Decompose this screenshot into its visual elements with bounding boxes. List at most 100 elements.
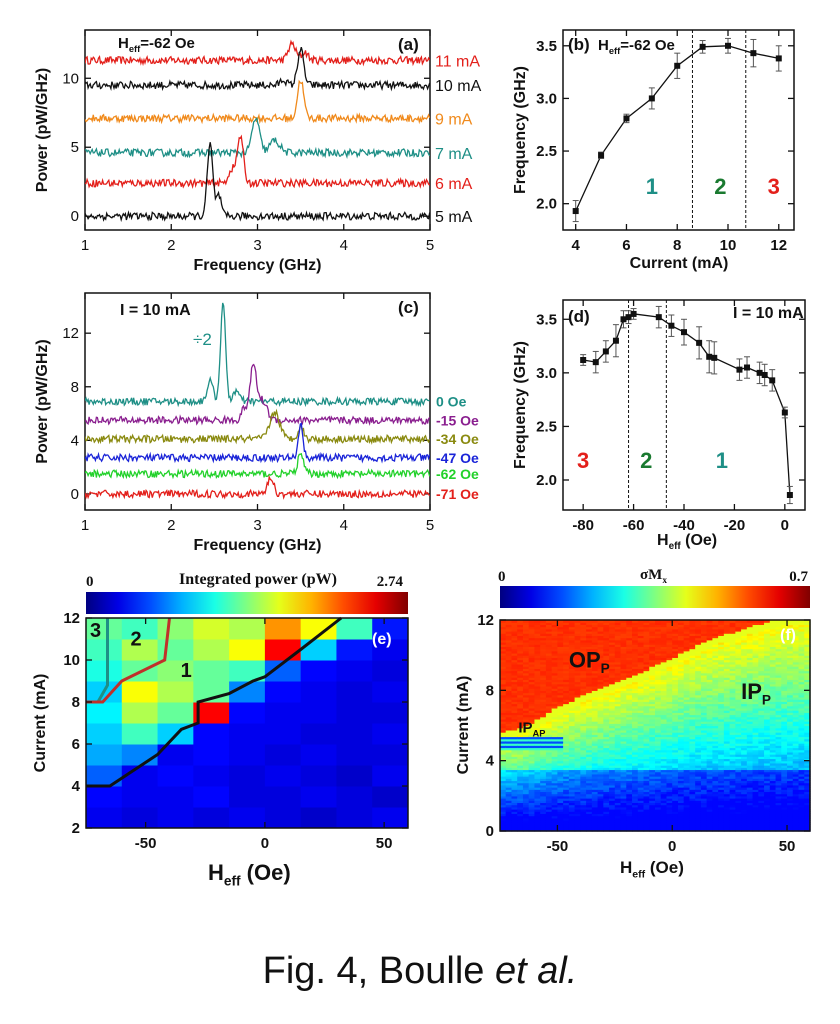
y-tick-label: 2.5	[536, 418, 557, 435]
map-cell	[666, 740, 673, 744]
map-cell	[580, 760, 587, 764]
map-cell	[660, 795, 668, 799]
map-cell	[660, 705, 668, 709]
map-cell	[591, 677, 599, 680]
map-cell	[568, 696, 576, 700]
map-cell	[614, 743, 622, 746]
map-cell	[758, 641, 765, 645]
map-cell	[689, 767, 696, 771]
map-cell	[729, 800, 736, 804]
map-cell	[655, 798, 662, 801]
map-cell	[574, 641, 581, 645]
map-cell	[568, 751, 576, 755]
map-cell	[528, 787, 536, 790]
map-cell	[517, 639, 524, 643]
map-cell	[695, 690, 702, 694]
map-cell	[511, 815, 518, 819]
map-cell	[591, 736, 599, 740]
data-point	[630, 310, 637, 317]
map-cell	[660, 798, 668, 801]
map-cell	[666, 714, 673, 718]
map-cell	[723, 624, 731, 628]
map-cell	[700, 639, 708, 643]
map-cell	[672, 703, 679, 707]
map-cell	[769, 771, 777, 775]
map-cell	[718, 688, 725, 691]
map-cell	[500, 622, 507, 625]
map-cell	[695, 692, 702, 696]
map-cell	[568, 677, 576, 680]
map-cell	[712, 655, 719, 658]
map-cell	[511, 635, 518, 639]
map-cell	[528, 771, 536, 775]
map-cell	[563, 718, 570, 722]
map-cell	[752, 751, 759, 755]
map-cell	[534, 820, 541, 823]
map-cell	[545, 828, 553, 832]
map-cell	[735, 639, 742, 643]
map-cell	[718, 714, 725, 718]
map-cell	[660, 751, 668, 755]
map-cell	[603, 622, 610, 625]
map-cell	[758, 690, 765, 694]
map-cell	[500, 776, 507, 779]
map-cell	[672, 787, 679, 790]
map-cell	[735, 743, 742, 746]
map-cell	[500, 765, 507, 768]
map-cell	[700, 696, 708, 700]
map-cell	[649, 685, 656, 689]
map-cell	[586, 670, 593, 674]
map-cell	[540, 762, 547, 766]
map-cell	[517, 751, 524, 755]
map-cell	[517, 749, 524, 753]
map-cell	[666, 677, 673, 680]
map-cell	[609, 670, 616, 674]
map-cell	[609, 809, 616, 812]
map-cell	[500, 806, 507, 810]
map-cell	[626, 644, 633, 647]
map-cell	[672, 668, 679, 672]
map-cell	[603, 690, 610, 694]
map-cell	[614, 707, 622, 711]
map-cell	[620, 765, 627, 768]
map-cell	[706, 740, 714, 744]
map-cell	[591, 707, 599, 711]
map-cell	[718, 652, 725, 656]
map-cell	[500, 811, 507, 815]
map-cell	[655, 674, 662, 678]
map-cell	[723, 813, 731, 817]
map-cell	[557, 672, 564, 676]
map-cell	[580, 765, 587, 768]
map-cell	[769, 828, 777, 832]
map-cell	[700, 657, 708, 661]
map-cell	[729, 690, 736, 694]
map-cell	[522, 740, 530, 744]
map-cell	[746, 738, 754, 742]
map-cell	[689, 701, 696, 705]
map-cell	[660, 749, 668, 753]
map-cell	[764, 672, 771, 676]
map-cell	[655, 780, 662, 784]
map-cell	[746, 670, 754, 674]
map-cell	[689, 756, 696, 760]
map-cell	[700, 703, 708, 707]
map-cell	[723, 683, 731, 687]
map-cell	[540, 740, 547, 744]
map-cell	[655, 683, 662, 687]
map-cell	[528, 736, 536, 740]
map-cell	[735, 828, 742, 832]
map-cell	[511, 795, 518, 799]
map-cell	[689, 740, 696, 744]
map-cell	[632, 734, 639, 738]
map-cell	[522, 703, 530, 707]
map-cell	[764, 659, 771, 663]
heatmap-cell	[300, 618, 337, 640]
map-cell	[580, 705, 587, 709]
map-cell	[746, 778, 754, 782]
map-cell	[551, 740, 559, 744]
map-cell	[505, 677, 513, 680]
map-cell	[540, 703, 547, 707]
map-cell	[752, 630, 759, 634]
map-cell	[580, 754, 587, 757]
map-cell	[597, 639, 604, 643]
